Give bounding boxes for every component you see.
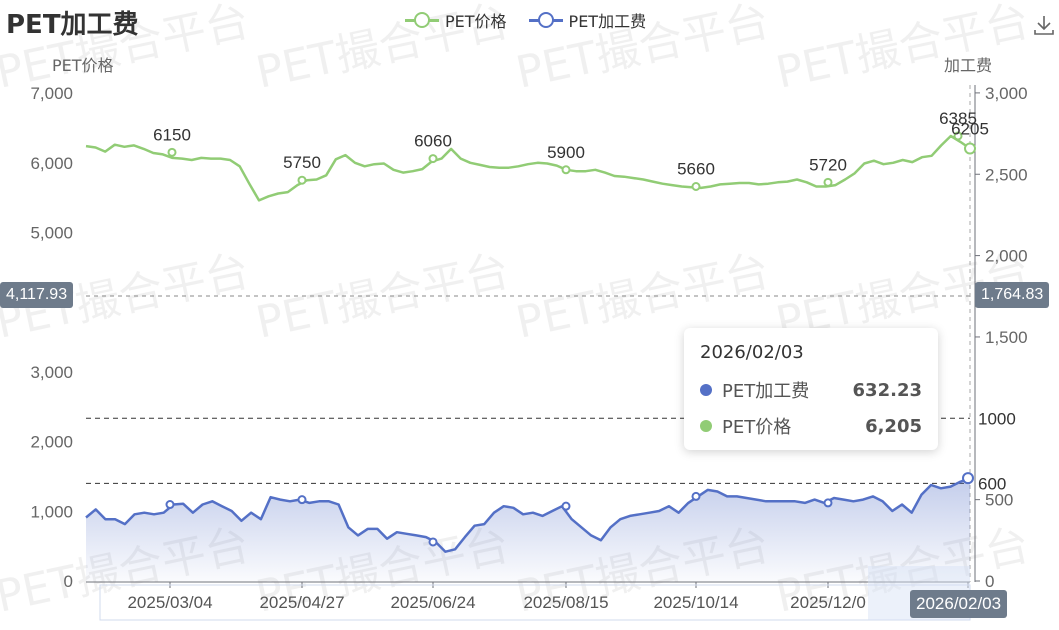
tooltip-value-pet-price: 6,205 xyxy=(865,415,922,437)
pet-price-point xyxy=(953,131,963,141)
x-tick-label: 2025/12/0 xyxy=(790,593,866,612)
pet-price-point xyxy=(691,181,701,191)
processing-fee-area xyxy=(86,478,970,581)
processing-fee-point xyxy=(428,537,438,547)
left-y-tick-label: 1,000 xyxy=(30,502,73,521)
pet-price-point xyxy=(297,175,307,185)
axis-pointer-x-label: 2026/02/03 xyxy=(910,590,1008,618)
axis-pointer-right-label: 1,764.83 xyxy=(975,282,1050,308)
tooltip: 2026/02/03 PET加工费 632.23 PET价格 6,205 xyxy=(684,328,938,450)
pet-price-line xyxy=(85,134,971,202)
pet-price-data-label: 5900 xyxy=(547,143,585,162)
pet-price-data-label: 6385 xyxy=(939,109,977,128)
right-y-tick-label: 500 xyxy=(985,491,1013,510)
legend-item-pet-price[interactable]: PET价格 xyxy=(405,8,507,32)
legend-swatch-pet-price xyxy=(405,12,439,28)
legend-item-processing-fee[interactable]: PET加工费 xyxy=(528,8,647,32)
pet-price-data-label: 5720 xyxy=(809,155,847,174)
left-y-tick-label: 5,000 xyxy=(30,224,73,243)
processing-fee-point xyxy=(823,498,833,508)
tooltip-name-pet-price: PET价格 xyxy=(722,417,792,438)
tooltip-dot-pet-price xyxy=(700,420,712,432)
left-y-tick-label: 0 xyxy=(64,572,73,591)
pet-price-point xyxy=(561,165,571,175)
tooltip-date: 2026/02/03 xyxy=(700,342,804,363)
legend: PET价格 PET加工费 xyxy=(405,8,646,32)
pet-price-data-label: 6150 xyxy=(153,125,191,144)
x-tick-label: 2025/08/15 xyxy=(523,593,608,612)
tooltip-name-processing-fee: PET加工费 xyxy=(722,381,810,402)
left-y-tick-label: 3,000 xyxy=(30,363,73,382)
legend-label-pet-price: PET价格 xyxy=(445,12,507,31)
pet-price-data-label: 5750 xyxy=(283,153,321,172)
processing-fee-line xyxy=(85,476,971,553)
tooltip-value-processing-fee: 632.23 xyxy=(852,379,922,401)
reference-line-label: 600 xyxy=(978,474,1006,493)
x-tick-label: 2025/03/04 xyxy=(127,593,212,612)
legend-swatch-processing-fee xyxy=(528,12,563,28)
left-axis-name: PET价格 xyxy=(52,56,114,75)
page-title: PET加工费 xyxy=(6,10,139,40)
pet-price-data-label: 6060 xyxy=(414,132,452,151)
tooltip-row-processing-fee: PET加工费 632.23 xyxy=(700,378,922,402)
processing-fee-point xyxy=(165,500,175,510)
right-y-tick-label: 0 xyxy=(985,572,994,591)
watermark-text: PET撮合平台 xyxy=(252,245,514,348)
left-y-tick-label: 7,000 xyxy=(30,84,73,103)
tooltip-dot-processing-fee xyxy=(700,384,712,396)
legend-label-processing-fee: PET加工费 xyxy=(568,12,647,31)
processing-fee-point xyxy=(962,472,974,485)
left-y-tick-label: 2,000 xyxy=(30,433,73,452)
tooltip-row-pet-price: PET价格 6,205 xyxy=(700,414,922,438)
pet-price-data-label: 5660 xyxy=(677,159,715,178)
pet-price-point xyxy=(167,147,177,157)
processing-fee-point xyxy=(297,495,307,505)
pet-price-point xyxy=(823,177,833,187)
right-y-tick-label: 3,000 xyxy=(985,84,1028,103)
right-y-tick-label: 1,500 xyxy=(985,328,1028,347)
right-y-tick-label: 2,000 xyxy=(985,247,1028,266)
x-tick-label: 2025/06/24 xyxy=(390,593,475,612)
pet-price-point xyxy=(964,142,976,155)
axis-pointer-left-label: 4,117.93 xyxy=(0,282,74,308)
pet-price-data-label: 6205 xyxy=(951,120,989,139)
right-axis-name: 加工费 xyxy=(944,56,993,75)
processing-fee-point xyxy=(561,501,571,511)
left-y-tick-label: 6,000 xyxy=(30,154,73,173)
x-tick-label: 2025/10/14 xyxy=(653,593,738,612)
pet-price-point xyxy=(428,154,438,164)
reference-line-label: 1000 xyxy=(978,409,1016,428)
download-icon[interactable] xyxy=(1033,14,1055,36)
processing-fee-point xyxy=(691,491,701,501)
x-tick-label: 2025/04/27 xyxy=(259,593,344,612)
right-y-tick-label: 2,500 xyxy=(985,165,1028,184)
